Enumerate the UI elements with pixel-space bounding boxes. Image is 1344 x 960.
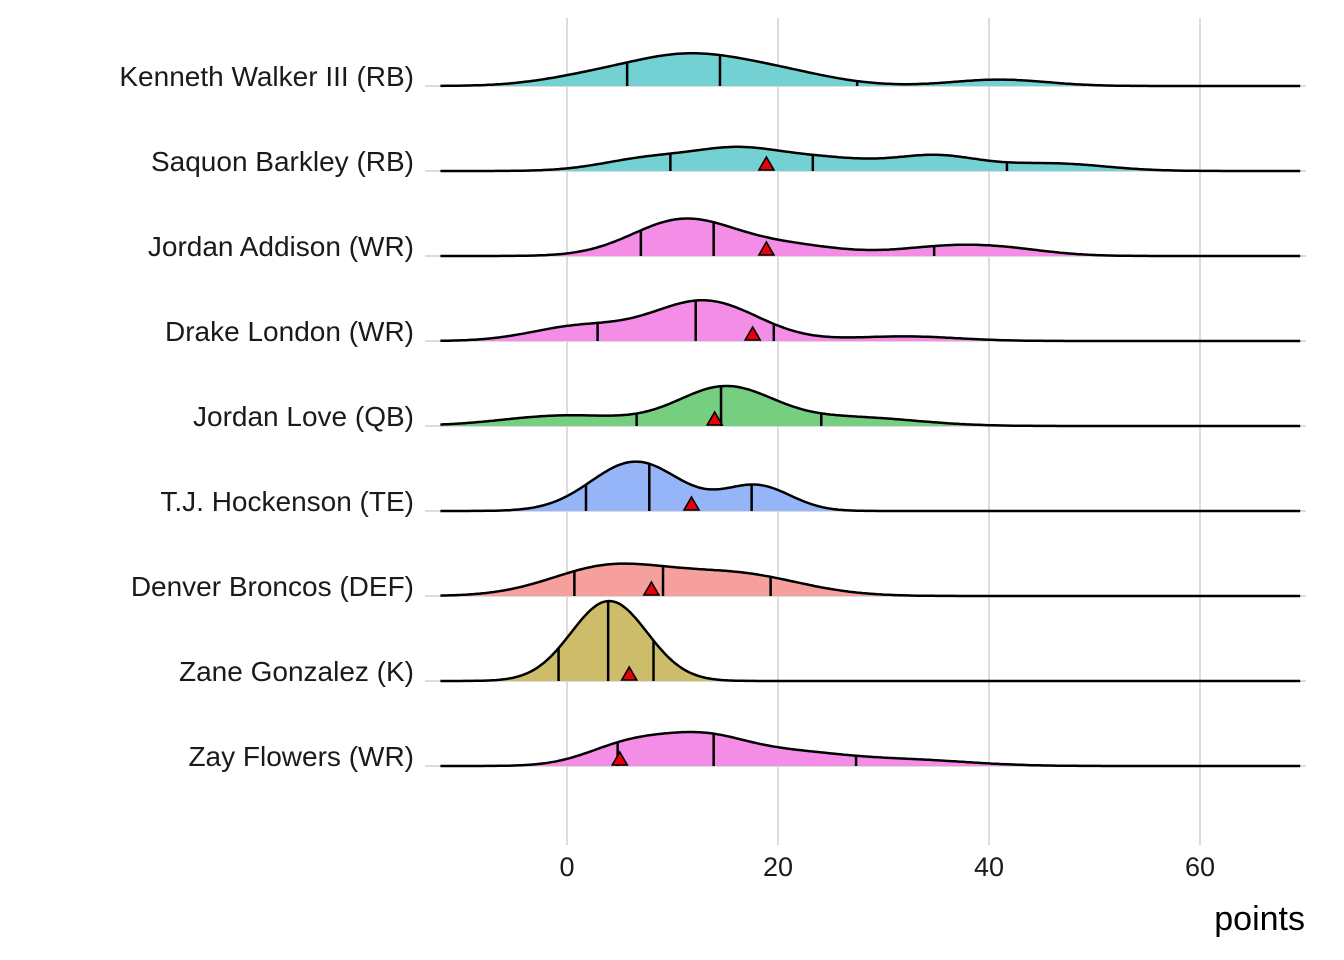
y-axis-label: Denver Broncos (DEF) <box>131 571 414 602</box>
actual-points-marker <box>757 240 776 256</box>
ridge-5 <box>440 460 1302 513</box>
density-outline <box>440 51 1301 88</box>
y-axis-label: Jordan Addison (WR) <box>148 231 414 262</box>
x-tick-label: 0 <box>559 852 574 882</box>
y-axis-label: Jordan Love (QB) <box>193 401 414 432</box>
density-fill <box>440 53 1302 86</box>
density-outline <box>440 562 1301 598</box>
density-outline <box>440 460 1301 513</box>
density-outline <box>440 730 1301 768</box>
density-fill <box>440 218 1302 256</box>
ridge-2 <box>440 217 1302 258</box>
y-axis-labels: Kenneth Walker III (RB) Saquon Barkley (R… <box>119 61 414 772</box>
actual-points-marker <box>620 665 639 681</box>
density-fill <box>440 461 1302 511</box>
ridge-4 <box>440 384 1302 428</box>
density-fill <box>440 386 1302 426</box>
actual-points-marker <box>682 495 701 511</box>
density-outline <box>440 217 1301 258</box>
ridge-8 <box>440 730 1302 768</box>
y-axis-label: Kenneth Walker III (RB) <box>119 61 414 92</box>
x-tick-label: 20 <box>763 852 793 882</box>
density-outline <box>440 384 1301 428</box>
density-fill <box>440 300 1302 341</box>
actual-points-marker <box>743 325 762 341</box>
ridge-1 <box>440 145 1302 173</box>
y-axis-label: T.J. Hockenson (TE) <box>160 486 414 517</box>
ridge-6 <box>440 562 1302 598</box>
ridge-3 <box>440 299 1302 343</box>
actual-points-marker <box>705 410 724 426</box>
y-axis-label: Zane Gonzalez (K) <box>179 656 414 687</box>
actual-points-marker <box>757 155 776 171</box>
density-outline <box>440 599 1301 683</box>
x-axis-ticks: 0 20 40 60 <box>559 852 1215 882</box>
x-tick-label: 40 <box>974 852 1004 882</box>
density-fill <box>440 563 1302 596</box>
density-fill <box>440 732 1302 766</box>
density-outline <box>440 145 1301 173</box>
y-axis-label: Saquon Barkley (RB) <box>151 146 414 177</box>
x-axis-title: points <box>1214 900 1305 938</box>
y-axis-label: Zay Flowers (WR) <box>188 741 414 772</box>
ridge-7 <box>440 599 1302 683</box>
ridge-layer <box>440 51 1302 768</box>
density-outline <box>440 299 1301 343</box>
actual-points-marker <box>610 750 629 766</box>
density-fill <box>440 601 1302 681</box>
ridge-0 <box>440 51 1302 88</box>
x-tick-label: 60 <box>1185 852 1215 882</box>
actual-points-marker <box>642 580 661 596</box>
grid-layer <box>425 18 1306 845</box>
y-axis-label: Drake London (WR) <box>165 316 414 347</box>
